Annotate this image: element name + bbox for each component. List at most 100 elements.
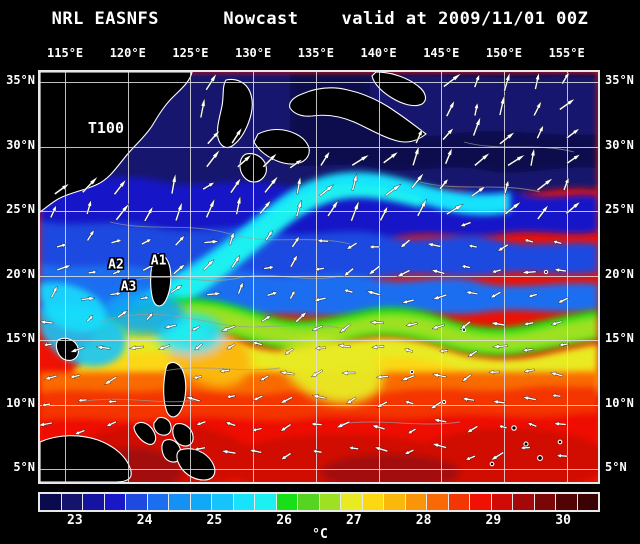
wind-vector-arrow xyxy=(339,323,351,334)
wind-vector-arrow xyxy=(310,369,324,378)
title-spacer-1 xyxy=(159,9,223,29)
wind-vector-arrow xyxy=(174,201,183,222)
wind-vector-arrow xyxy=(296,176,302,195)
colorbar[interactable] xyxy=(38,492,600,512)
wind-vector-arrow xyxy=(261,315,272,323)
wind-vector-arrow xyxy=(262,152,278,168)
wind-vector-arrow xyxy=(492,399,506,405)
wind-vector-arrow xyxy=(86,229,95,242)
wind-vector-arrow xyxy=(368,244,380,250)
wind-vector-arrow xyxy=(431,373,447,379)
gridline-lon-115 xyxy=(65,72,67,482)
wind-vector-arrow xyxy=(69,346,85,353)
wind-vector-arrow xyxy=(41,402,51,408)
wind-vector-arrow xyxy=(289,290,295,300)
colorbar-tick-27: 27 xyxy=(346,513,362,528)
wind-vector-arrow xyxy=(348,445,359,451)
wind-vector-arrow xyxy=(473,74,480,88)
lat-tick-right-5: 5°N xyxy=(605,460,627,475)
wind-vector-arrow xyxy=(341,370,356,376)
wind-vector-arrow xyxy=(203,239,220,245)
wind-vector-arrow xyxy=(220,325,236,332)
wind-vector-arrow xyxy=(553,421,567,427)
colorbar-tick-23: 23 xyxy=(67,513,83,528)
lon-tick-140: 140°E xyxy=(360,46,397,60)
wind-vector-arrow xyxy=(504,201,522,215)
wind-vector-arrow xyxy=(280,423,292,432)
wind-vector-arrow xyxy=(206,291,222,297)
wind-vector-arrow xyxy=(312,449,323,454)
wind-vector-arrow xyxy=(202,182,215,191)
wind-vector-arrow xyxy=(521,269,537,275)
wind-vector-arrow xyxy=(289,159,303,169)
wind-vector-arrow xyxy=(566,154,581,165)
wind-vector-arrow xyxy=(556,453,568,459)
wind-vector-arrow xyxy=(371,424,386,431)
lon-tick-155: 155°E xyxy=(548,46,585,60)
wind-vector-arrow xyxy=(263,175,279,194)
colorbar-cell-24 xyxy=(556,494,578,510)
wind-vector-arrow xyxy=(374,446,389,453)
lat-tick-right-35: 35°N xyxy=(605,73,634,88)
wind-vector-arrow xyxy=(444,147,453,165)
latitude-axis-right: 35°N 30°N 25°N 20°N 15°N 10°N 5°N xyxy=(602,70,640,484)
wind-vector-arrow xyxy=(193,446,206,452)
wind-vector-arrow xyxy=(442,73,462,88)
wind-vector-arrow xyxy=(237,281,244,295)
wind-vector-arrow xyxy=(522,347,534,353)
wind-vector-arrow xyxy=(498,424,508,430)
lat-tick-left-15: 15°N xyxy=(6,331,35,346)
wind-vector-arrow xyxy=(145,312,154,321)
wind-vector-arrow xyxy=(194,343,203,351)
wind-vector-arrow xyxy=(438,178,449,190)
gridline-lat-30 xyxy=(40,146,598,148)
wind-vector-arrow xyxy=(315,345,326,351)
wind-vector-arrow xyxy=(350,200,360,222)
wind-vector-arrow xyxy=(74,429,86,435)
wind-vector-arrow xyxy=(284,347,294,355)
wind-vector-arrow xyxy=(205,198,216,219)
gridline-lon-155 xyxy=(566,72,568,482)
wind-vector-arrow xyxy=(382,151,399,164)
wind-vector-arrow xyxy=(549,371,564,378)
wind-vector-arrow xyxy=(439,348,449,354)
wind-vector-arrow xyxy=(280,452,292,460)
wind-vector-arrow xyxy=(432,293,448,300)
colorbar-cell-23 xyxy=(534,494,556,510)
wind-vector-arrow xyxy=(206,130,221,145)
wind-vector-arrow xyxy=(460,320,472,330)
wind-vector-arrow xyxy=(280,396,294,404)
wind-vector-arrow xyxy=(170,173,177,195)
wind-vector-arrow xyxy=(473,102,479,117)
colorbar-cell-2 xyxy=(83,494,105,510)
wind-vector-arrow xyxy=(498,95,505,116)
wind-vector-arrow xyxy=(205,73,217,91)
colorbar-cell-11 xyxy=(276,494,298,510)
wind-vector-arrow xyxy=(266,291,278,297)
sst-map-frame[interactable]: T100 A1 A2 A3 xyxy=(38,70,600,484)
wind-vector-arrow xyxy=(221,449,237,455)
wind-vector-arrow xyxy=(416,198,427,217)
wind-vector-arrow xyxy=(461,396,475,402)
gridline-lat-10 xyxy=(40,404,598,406)
gridline-lon-135 xyxy=(315,72,317,482)
colorbar-cell-10 xyxy=(255,494,277,510)
wind-vector-arrow xyxy=(219,368,230,374)
wind-vector-arrow xyxy=(522,395,537,401)
wind-vector-arrow xyxy=(490,321,506,327)
wind-vector-arrow xyxy=(172,263,186,275)
colorbar-cell-8 xyxy=(212,494,234,510)
wind-vector-arrow xyxy=(536,204,549,220)
wind-vector-arrow xyxy=(396,269,411,278)
wind-vector-arrow xyxy=(407,428,417,434)
wind-vector-arrow xyxy=(375,374,389,380)
wind-vector-arrow xyxy=(379,205,388,222)
map-marker-t100: T100 xyxy=(87,119,124,138)
wind-vector-arrow xyxy=(279,370,295,376)
wind-vector-arrow xyxy=(116,310,128,319)
wind-vector-arrow xyxy=(77,397,88,403)
wind-vector-arrow xyxy=(143,206,154,222)
wind-vector-arrow xyxy=(410,172,425,189)
wind-vector-arrow xyxy=(557,297,569,304)
lat-tick-left-25: 25°N xyxy=(6,202,35,217)
